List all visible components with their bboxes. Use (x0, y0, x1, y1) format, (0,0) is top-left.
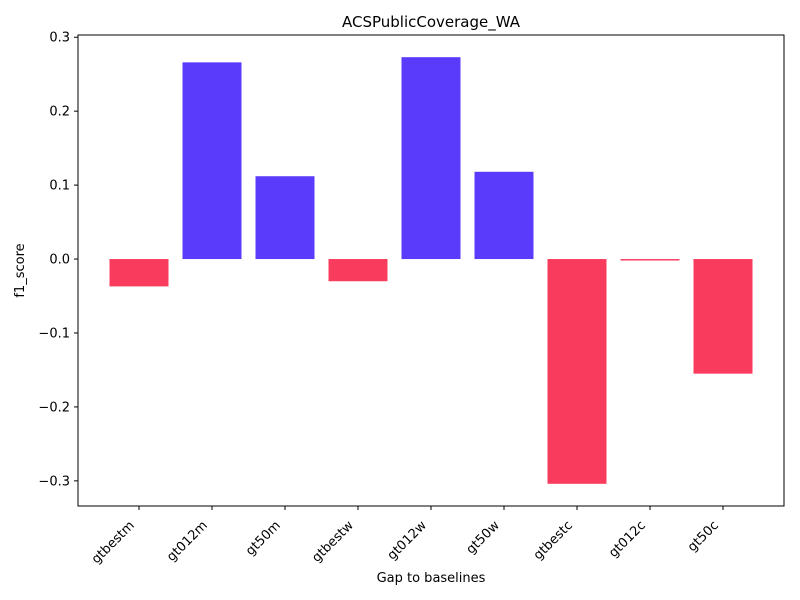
bar-gt50m (255, 176, 315, 260)
bar-gt012m (182, 62, 242, 260)
x-tick-label: gt012c (606, 518, 649, 561)
y-axis: −0.3 −0.2 −0.1 0.0 0.1 0.2 0.3 (38, 31, 78, 489)
y-axis-title: f1_score (13, 243, 28, 297)
y-tick-label: 0.3 (49, 31, 70, 46)
x-axis-title: Gap to baselines (377, 571, 486, 586)
bar-gtbestm (109, 259, 169, 287)
y-tick-label: 0.1 (49, 179, 70, 194)
y-tick-label: 0.2 (49, 105, 70, 120)
x-tick-label: gtbestw (309, 518, 357, 566)
bars-group (109, 57, 753, 484)
x-tick-label: gt012m (164, 518, 211, 565)
x-tick-label: gt50w (464, 518, 504, 558)
x-tick-label: gtbestm (89, 518, 138, 567)
x-axis: gtbestm gt012m gt50m gtbestw gt012w gt50w gtbe… (89, 506, 724, 567)
x-tick-label: gtbestc (531, 518, 576, 563)
y-tick-label: 0.0 (49, 253, 70, 268)
bar-gt012w (401, 57, 461, 260)
bar-gtbestw (328, 259, 388, 282)
y-tick-label: −0.3 (38, 474, 70, 489)
x-tick-label: gt012w (385, 518, 430, 563)
bar-gt50c (693, 259, 753, 374)
x-tick-label: gt50c (685, 518, 722, 555)
y-tick-label: −0.2 (38, 400, 70, 415)
chart-title: ACSPublicCoverage_WA (342, 13, 521, 32)
bar-gt50w (474, 171, 534, 260)
bar-gtbestc (547, 259, 607, 484)
bar-gt012c (620, 259, 680, 261)
x-tick-label: gt50m (243, 518, 284, 559)
y-tick-label: −0.1 (38, 326, 70, 341)
